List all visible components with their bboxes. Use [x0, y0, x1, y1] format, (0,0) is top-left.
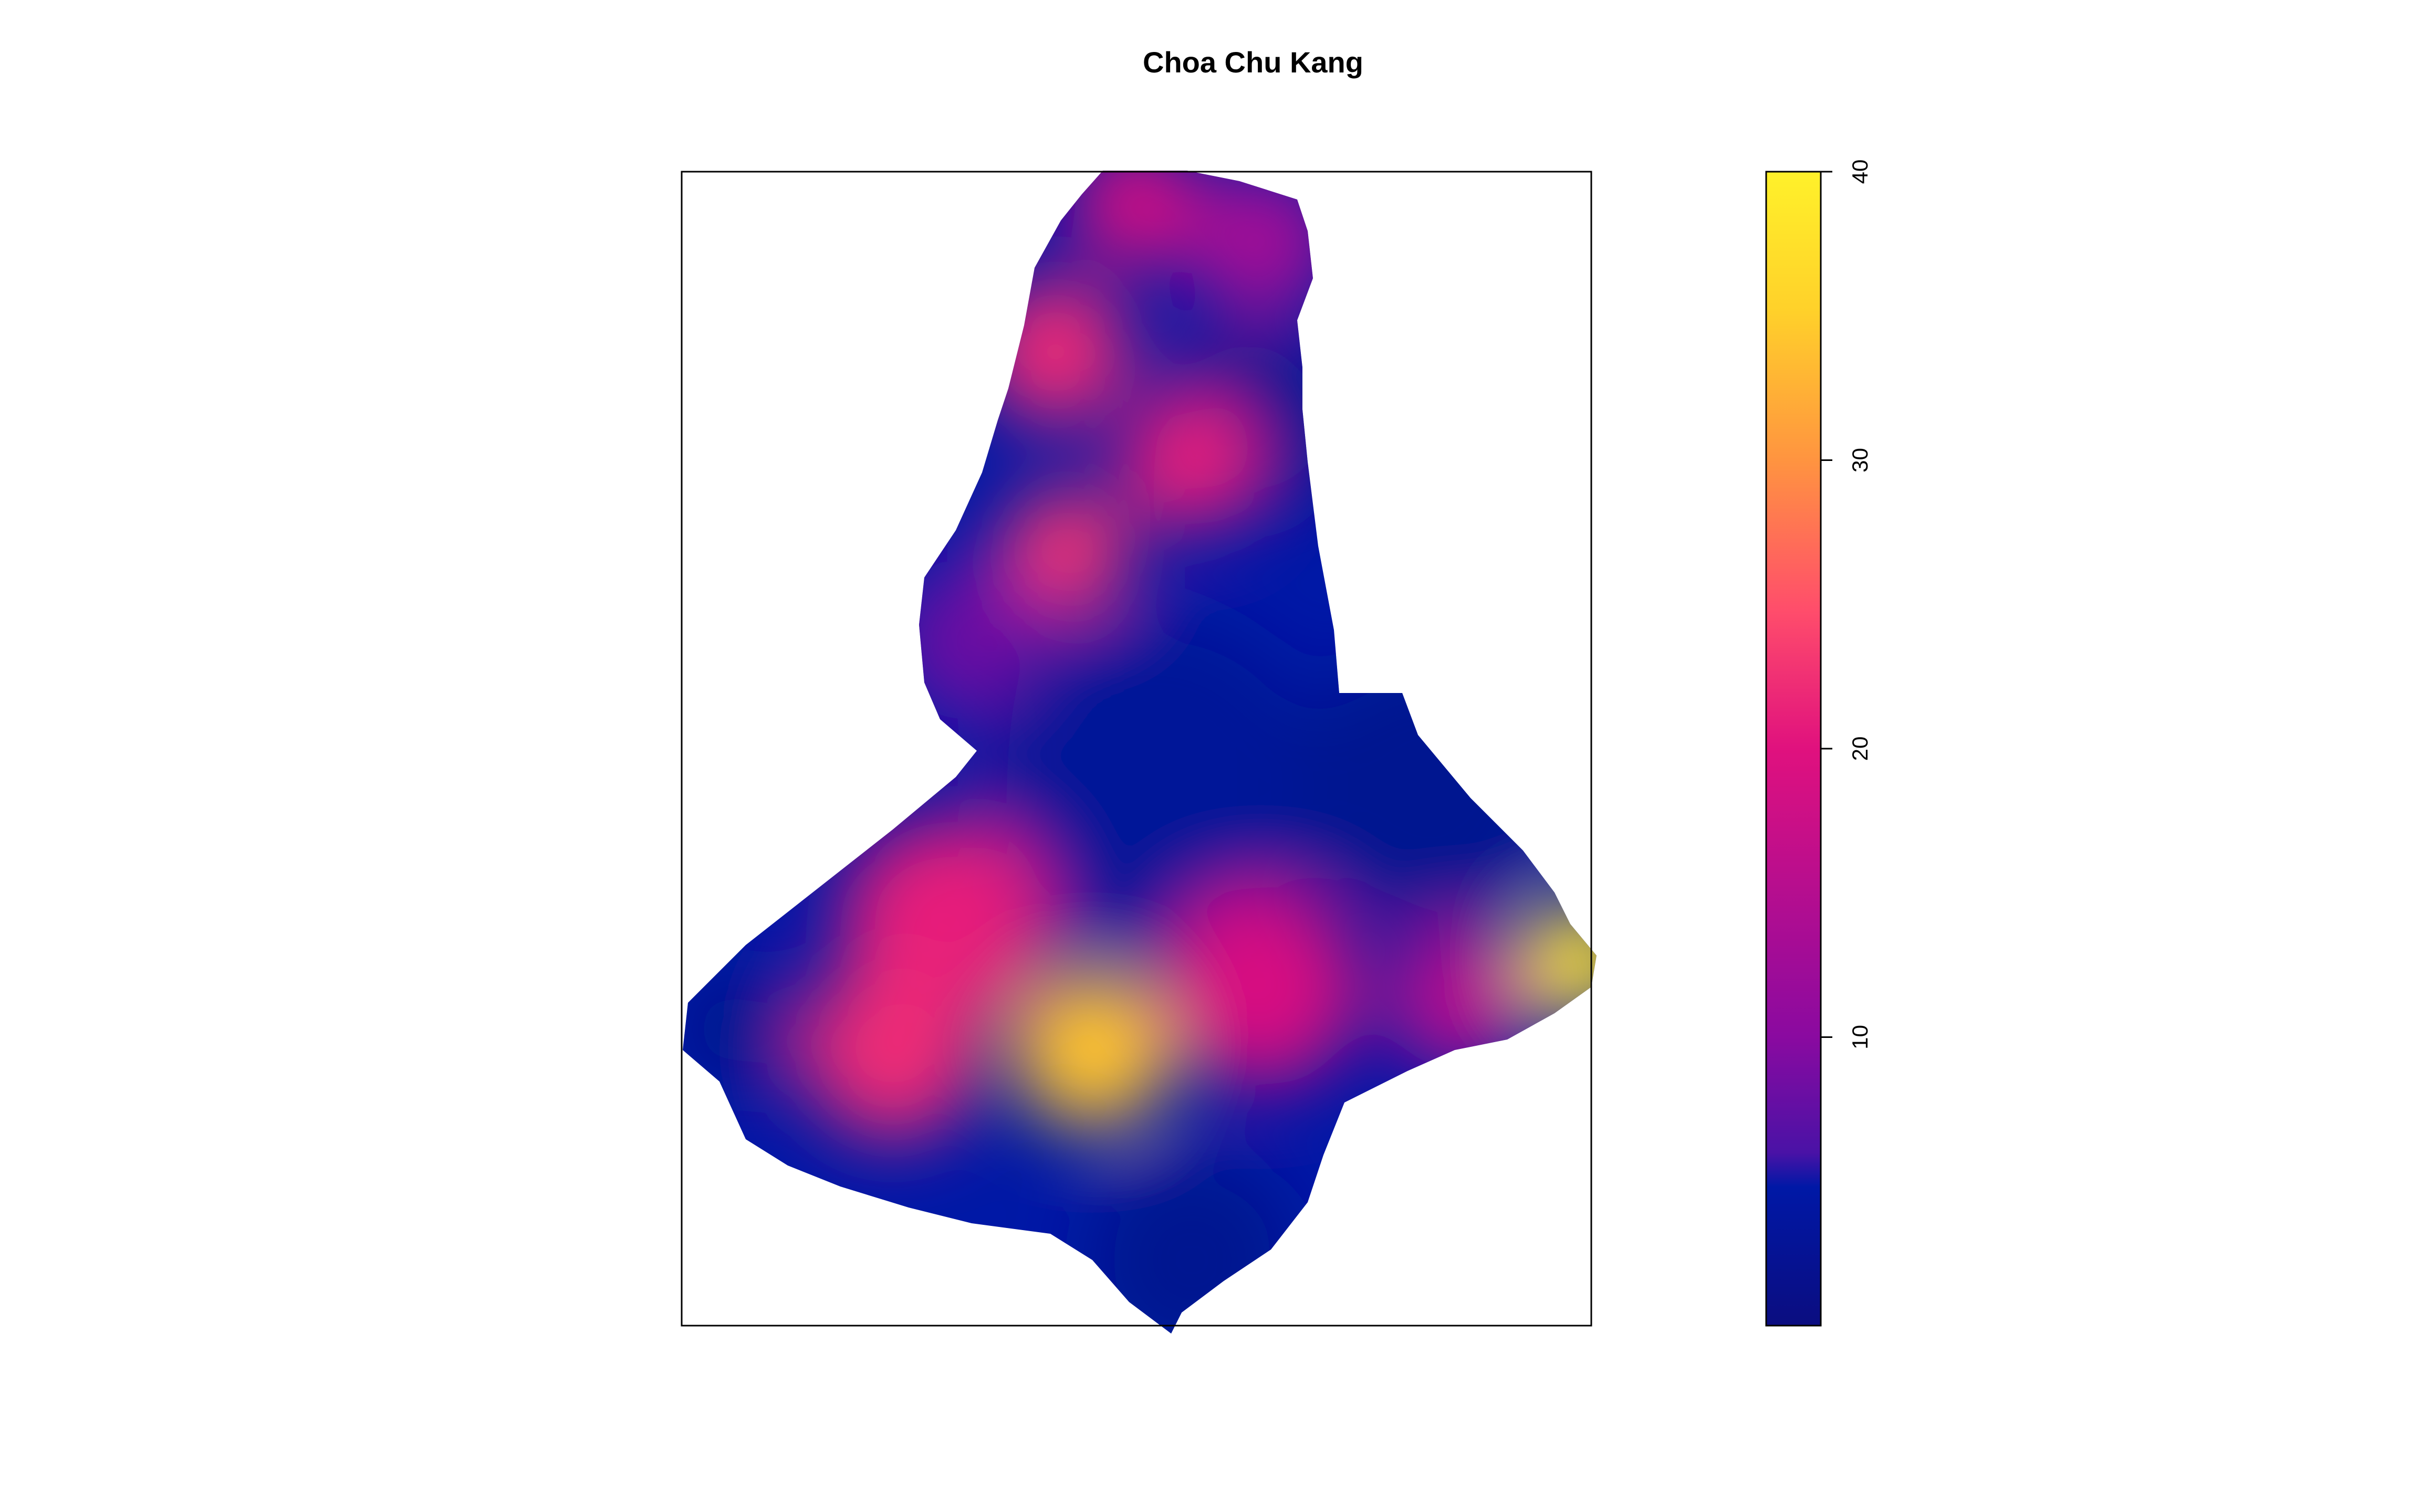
chart-title: Choa Chu Kang [1143, 46, 1363, 79]
plot-frame [681, 171, 1592, 1327]
heatmap-surface [683, 171, 1597, 1334]
heat-hotspot-north-east [1292, 651, 1565, 924]
heat-hotspot-north-tip [1071, 171, 1197, 268]
colorbar-tick-label: 30 [1848, 448, 1872, 472]
colorbar-tick-label: 40 [1848, 160, 1872, 184]
heat-hotspot-north-west-upper [982, 278, 1129, 425]
heat-hotspot-south-west-lower [804, 961, 982, 1139]
colorbar-tick-label: 10 [1848, 1025, 1872, 1049]
heat-hotspot-centre-north-west [1003, 488, 1129, 614]
heat-hotspot-west-tip [683, 966, 798, 1092]
heat-hotspot-south-tip [1087, 1155, 1297, 1334]
heat-hotspot-north-east-upper [1187, 171, 1334, 315]
colorbar-tick-label: 20 [1848, 737, 1872, 761]
colorbar [1765, 171, 1822, 1327]
heat-hotspot-south-centre [1014, 971, 1171, 1129]
heat-hotspot-central-band [982, 614, 1329, 961]
colorbar-ticks: 10 20 30 40 [1821, 160, 1872, 1049]
heat-hotspot-south-centre-east [1161, 887, 1360, 1087]
heat-hotspot-west-lobe [893, 562, 1050, 719]
heat-hotspot-centre-north [1119, 394, 1255, 530]
heat-hotspot-south-east [1386, 924, 1534, 1071]
heat-hotspot-east-tip [1523, 903, 1597, 1018]
